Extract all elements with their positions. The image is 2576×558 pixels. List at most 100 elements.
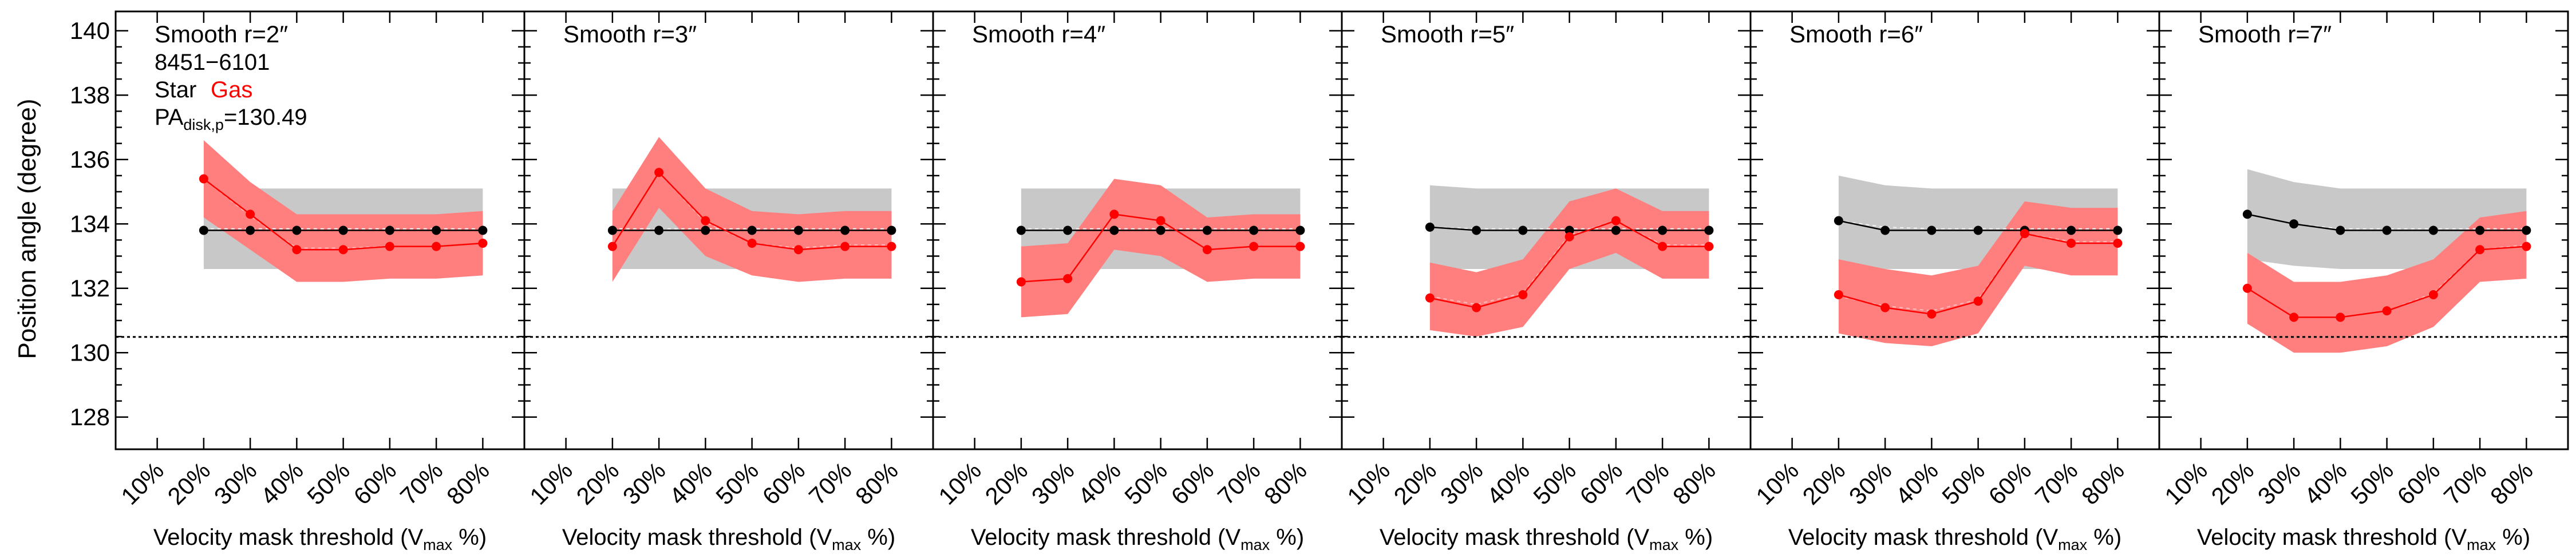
gas-uncertainty-band [1838,201,2118,346]
x-tick-label: 80% [2076,457,2129,510]
star-point [1249,225,1259,235]
star-point [432,225,441,235]
x-tick-label: 80% [1259,457,1312,510]
star-point [2382,225,2392,235]
x-tick-label: 40% [2299,457,2352,510]
legend-block: 8451−6101 Star Gas PAdisk,p=130.49 [155,50,307,133]
y-axis-label: Position angle (degree) [13,99,41,359]
x-tick-label: 60% [757,457,811,510]
gas-point [2382,306,2392,316]
y-tick-label: 140 [70,17,110,44]
x-tick-label: 50% [2345,457,2399,510]
star-point [246,225,255,235]
y-tick-label: 136 [70,146,110,173]
panel-title: Smooth r=6″ [1789,21,1923,48]
x-tick-label: 30% [1026,457,1080,510]
x-tick-label: 30% [209,457,262,510]
star-point [2289,219,2299,229]
x-tick-label: 30% [1435,457,1488,510]
x-tick-label: 70% [1212,457,1266,510]
star-point [1063,225,1073,235]
gas-point [1016,277,1026,287]
x-tick-label: 30% [2253,457,2306,510]
x-tick-label: 80% [1668,457,1721,510]
gas-point [1611,216,1621,225]
x-tick-label: 60% [1984,457,2037,510]
star-point [793,225,803,235]
star-point [2428,225,2438,235]
x-tick-label: 10% [933,457,986,510]
star-point [2067,225,2076,235]
x-axis-label: Velocity mask threshold (Vmax %) [1788,525,2121,553]
star-point [2113,225,2123,235]
x-tick-label: 20% [980,457,1033,510]
panel-6: 10%20%30%40%50%60%70%80% Velocity mask th… [2158,10,2569,553]
panel-3: 10%20%30%40%50%60%70%80% Velocity mask th… [932,10,1343,553]
star-point [199,225,208,235]
star-point [292,225,302,235]
star-point [1611,225,1621,235]
gas-point [1063,274,1073,283]
star-point [887,225,896,235]
gas-point [1658,242,1668,251]
panel-2: 10%20%30%40%50%60%70%80% Velocity mask th… [523,10,934,553]
x-axis-label: Velocity mask threshold (Vmax %) [1380,525,1713,553]
x-tick-label: 50% [1119,457,1172,510]
star-point [1834,216,1843,225]
gas-point [1927,309,1937,319]
panel-title: Smooth r=3″ [563,21,697,48]
x-tick-label: 50% [302,457,355,510]
star-point [607,225,617,235]
gas-point [793,245,803,255]
x-tick-label: 40% [1073,457,1126,510]
gas-uncertainty-band [1429,188,1709,337]
gas-point [1834,290,1843,299]
legend-gas-label: Gas [211,77,252,102]
star-point [1564,225,1574,235]
gas-point [292,245,302,255]
panel-title: Smooth r=2″ [155,21,288,48]
x-tick-label: 50% [710,457,764,510]
legend-pa-prefix: PA [155,105,184,130]
legend-pa-value: =130.49 [224,105,307,130]
star-point [1295,225,1305,235]
x-tick-label: 40% [1481,457,1535,510]
star-point [338,225,348,235]
panels-group: 12813013213413613814010%20%30%40%50%60%7… [70,10,2569,553]
star-point [1472,225,1481,235]
x-tick-label: 60% [349,457,402,510]
star-point [1425,222,1435,232]
x-tick-label: 10% [1751,457,1804,510]
gas-point [1202,245,1212,255]
star-point [1016,225,1026,235]
x-tick-label: 40% [1890,457,1943,510]
panel-frame [2158,10,2569,450]
star-point [1880,225,1890,235]
panel-4: 10%20%30%40%50%60%70%80% Velocity mask th… [1341,10,1752,553]
x-tick-label: 80% [441,457,495,510]
x-tick-label: 40% [664,457,717,510]
x-tick-label: 50% [1937,457,1990,510]
x-axis-label: Velocity mask threshold (Vmax %) [562,525,895,553]
gas-point [887,242,896,251]
gas-point [2113,239,2123,248]
x-tick-label: 20% [163,457,216,510]
x-tick-label: 30% [1844,457,1897,510]
x-tick-label: 10% [524,457,578,510]
panel-1: 128 130 132 134 136 138 140 10%20%30%40%50%60%7… [70,10,526,553]
x-tick-label: 20% [1389,457,1442,510]
x-axis-label: Velocity mask threshold (Vmax %) [2197,525,2530,553]
panel-title: Smooth r=5″ [1381,21,1514,48]
gas-point [2242,283,2252,293]
gas-point [2289,312,2299,322]
legend-pa-text: PAdisk,p=130.49 [155,105,307,133]
gas-point [432,242,441,251]
x-tick-label: 10% [1342,457,1395,510]
star-point [1156,225,1165,235]
x-tick-label: 30% [618,457,671,510]
x-tick-label: 70% [2439,457,2492,510]
gas-point [1249,242,1259,251]
gas-point [1156,216,1165,225]
star-point [2522,225,2531,235]
